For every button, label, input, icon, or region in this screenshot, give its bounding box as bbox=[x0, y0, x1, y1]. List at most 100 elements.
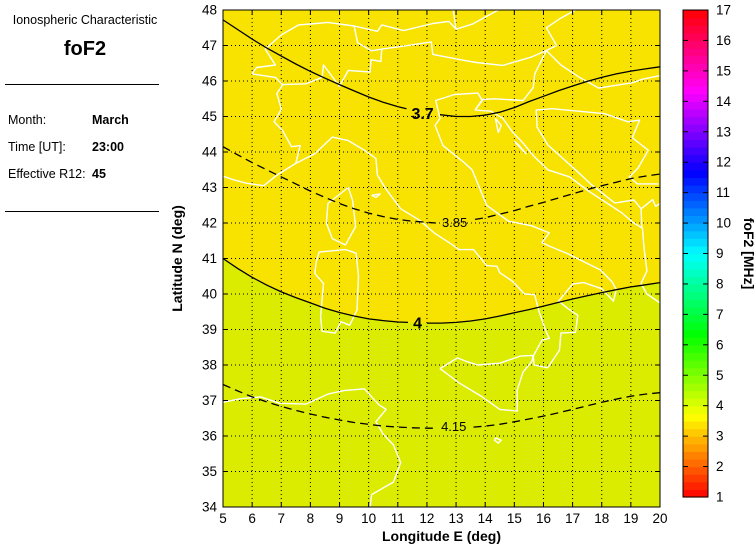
x-axis-title: Longitude E (deg) bbox=[382, 528, 501, 544]
colorbar-band bbox=[683, 382, 708, 392]
colorbar-band bbox=[683, 321, 708, 331]
colorbar-tick-label: 14 bbox=[716, 94, 732, 109]
colorbar-band bbox=[683, 436, 708, 445]
colorbar-band bbox=[683, 337, 708, 346]
coastline bbox=[614, 198, 660, 210]
coastline bbox=[455, 10, 499, 30]
colorbar-band bbox=[683, 344, 708, 354]
map-outlines bbox=[223, 10, 660, 507]
contour-label: 4 bbox=[413, 316, 422, 333]
colorbar-band bbox=[683, 253, 708, 262]
param-row-r12: Effective R12: 45 bbox=[8, 167, 106, 181]
colorbar-band bbox=[683, 185, 708, 194]
contour-line bbox=[473, 392, 660, 428]
x-tick-label: 20 bbox=[652, 511, 667, 526]
colorbar-tick-label: 3 bbox=[716, 429, 724, 444]
x-tick-label: 15 bbox=[507, 511, 522, 526]
colorbar-band bbox=[683, 230, 708, 239]
colorbar-tick-label: 13 bbox=[716, 124, 731, 139]
x-tick-label: 17 bbox=[565, 511, 580, 526]
colorbar-band bbox=[683, 192, 708, 201]
colorbar-band bbox=[683, 466, 708, 475]
colorbar-band bbox=[683, 299, 708, 308]
colorbar-band bbox=[683, 32, 708, 42]
colorbar-band bbox=[683, 63, 708, 72]
colorbar-tick-label: 6 bbox=[716, 337, 724, 352]
colorbar-tick-label: 9 bbox=[716, 246, 724, 261]
colorbar-band bbox=[683, 215, 708, 224]
colorbar-band bbox=[683, 124, 708, 133]
coastline bbox=[371, 193, 381, 199]
coastline bbox=[535, 108, 616, 204]
coastline bbox=[545, 50, 660, 89]
colorbar-band bbox=[683, 420, 708, 430]
y-tick-label: 38 bbox=[202, 358, 217, 373]
y-tick-label: 41 bbox=[202, 251, 217, 266]
colorbar-band bbox=[683, 48, 708, 57]
coastline bbox=[223, 388, 402, 507]
colorbar-band bbox=[683, 428, 708, 437]
colorbar-band bbox=[683, 390, 708, 399]
colorbar-band bbox=[683, 451, 708, 460]
colorbar-band bbox=[683, 162, 708, 171]
divider bbox=[5, 211, 159, 212]
colorbar-band bbox=[683, 367, 708, 376]
coastline bbox=[353, 10, 457, 32]
colorbar-band bbox=[683, 405, 708, 414]
colorbar-band bbox=[683, 93, 708, 102]
coastline bbox=[325, 186, 357, 246]
y-tick-label: 45 bbox=[202, 109, 217, 124]
param-label: Month: bbox=[8, 113, 47, 127]
param-label: Time [UT]: bbox=[8, 140, 66, 154]
colorbar-tick-label: 1 bbox=[716, 490, 724, 505]
info-panel: Ionospheric Characteristic foF2 Month: M… bbox=[0, 0, 200, 551]
contour-label: 3.7 bbox=[411, 106, 433, 123]
param-row-month: Month: March bbox=[8, 113, 129, 127]
param-value: March bbox=[92, 113, 129, 127]
y-tick-label: 44 bbox=[202, 145, 218, 160]
colorbar-band bbox=[683, 169, 708, 179]
param-row-time: Time [UT]: 23:00 bbox=[8, 140, 124, 154]
contour-3.7 bbox=[223, 19, 660, 118]
x-tick-label: 7 bbox=[278, 511, 286, 526]
contour-4 bbox=[223, 257, 660, 324]
colorbar-band bbox=[683, 489, 708, 498]
contour-4.15 bbox=[223, 383, 660, 429]
y-tick-label: 47 bbox=[202, 38, 217, 53]
colorbar-tick-label: 10 bbox=[716, 216, 731, 231]
fill-band-upper bbox=[223, 10, 660, 324]
colorbar-band bbox=[683, 70, 708, 80]
coastline bbox=[223, 92, 617, 369]
contour-line bbox=[439, 66, 660, 118]
colorbar-band bbox=[683, 154, 708, 163]
y-tick-label: 37 bbox=[202, 393, 217, 408]
coastline bbox=[546, 44, 557, 52]
colorbar-band bbox=[683, 200, 708, 209]
contour-line bbox=[474, 173, 660, 221]
panel-title: Ionospheric Characteristic bbox=[12, 13, 158, 27]
colorbar-band bbox=[683, 17, 708, 26]
colorbar-band bbox=[683, 481, 708, 490]
plot-area: 3.7 3.85 4 4.15 bbox=[223, 10, 660, 507]
x-tick-label: 18 bbox=[594, 511, 609, 526]
colorbar-band bbox=[683, 474, 708, 483]
coastline bbox=[474, 50, 548, 111]
colorbar-tick-label: 4 bbox=[716, 398, 724, 413]
colorbar-tick-label: 12 bbox=[716, 155, 731, 170]
coastline bbox=[552, 108, 659, 185]
y-tick-label: 42 bbox=[202, 216, 217, 231]
colorbar-title: foF2 [MHz] bbox=[741, 218, 755, 290]
divider bbox=[5, 84, 159, 85]
colorbar-tick-label: 11 bbox=[716, 185, 730, 200]
x-tick-label: 6 bbox=[248, 511, 256, 526]
colorbar-band bbox=[683, 314, 708, 323]
contour-line bbox=[223, 257, 409, 324]
x-tick-label: 12 bbox=[419, 511, 434, 526]
y-axis-title: Latitude N (deg) bbox=[169, 205, 185, 312]
colorbar-band bbox=[683, 139, 708, 148]
colorbar-band bbox=[683, 291, 708, 300]
colorbar-band bbox=[683, 177, 708, 186]
colorbar-band bbox=[683, 55, 708, 64]
coastline bbox=[439, 354, 534, 412]
axis-ticks bbox=[222, 9, 661, 508]
